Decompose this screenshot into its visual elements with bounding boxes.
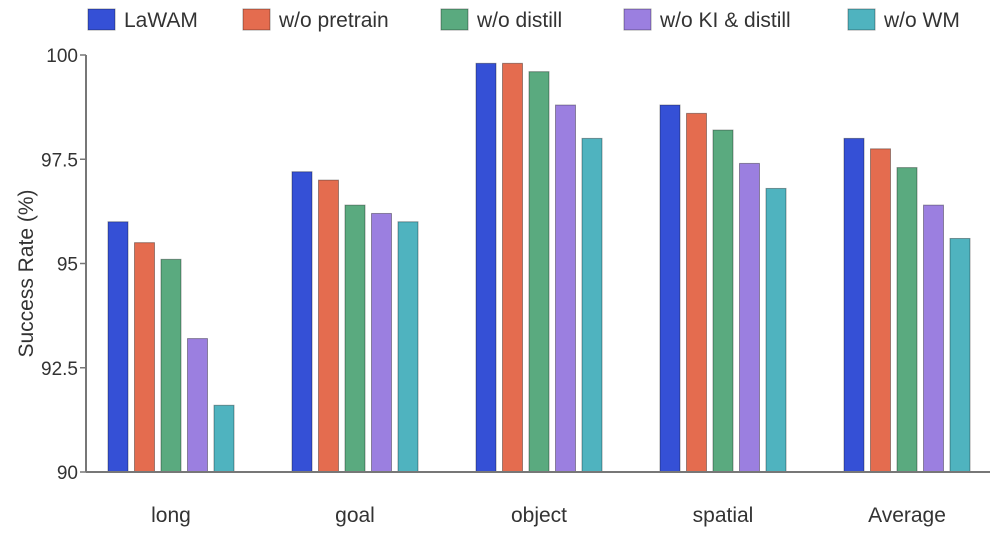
bar-long-w-o-wm (213, 404, 235, 473)
legend-label: w/o KI & distill (659, 9, 791, 32)
legend-item-w-o-ki-distill: w/o KI & distill (623, 8, 791, 32)
bar-goal-w-o-ki-distill (371, 212, 392, 473)
bar-object-w-o-wm (581, 137, 603, 473)
bar-average-lawam (843, 137, 865, 473)
bar-goal-w-o-distill (344, 204, 366, 473)
bar-spatial-w-o-wm (765, 187, 787, 473)
x-tick-label: long (151, 504, 191, 527)
bar-long-w-o-distill (160, 258, 182, 473)
y-axis: 90 92.5 95 97.5 100 Success Rate (%) (15, 46, 87, 484)
legend-item-w-o-wm: w/o WM (847, 8, 960, 32)
bar-group-spatial (659, 104, 787, 473)
bars (107, 62, 971, 473)
bar-goal-w-o-pretrain (318, 179, 339, 473)
y-tick-label: 92.5 (41, 359, 78, 380)
y-tick-label: 100 (46, 46, 78, 67)
bar-group-average (843, 137, 971, 473)
bar-spatial-w-o-pretrain (686, 112, 707, 473)
legend-label: w/o WM (883, 9, 960, 32)
bar-average-w-o-wm (949, 237, 971, 473)
bar-long-w-o-pretrain (134, 242, 155, 473)
bar-average-w-o-pretrain (870, 148, 891, 473)
y-tick-label: 97.5 (41, 150, 78, 171)
bar-spatial-lawam (659, 104, 681, 473)
bar-long-w-o-ki-distill (187, 338, 208, 473)
bar-group-long (107, 221, 235, 473)
x-tick-label: spatial (693, 504, 754, 527)
x-tick-label: object (511, 504, 567, 527)
legend-item-lawam: LaWAM (87, 8, 198, 32)
legend-swatch (242, 8, 271, 31)
bar-average-w-o-ki-distill (923, 204, 944, 473)
y-tick-label: 90 (57, 463, 78, 484)
legend-item-w-o-pretrain: w/o pretrain (242, 8, 389, 32)
bar-goal-lawam (291, 171, 313, 473)
bar-goal-w-o-wm (397, 221, 419, 473)
legend-swatch (847, 8, 876, 31)
bar-average-w-o-distill (896, 167, 918, 473)
bar-object-w-o-ki-distill (555, 104, 576, 473)
y-axis-title: Success Rate (%) (15, 189, 38, 357)
bar-long-lawam (107, 221, 129, 473)
x-axis: long goal object spatial Average (86, 471, 990, 527)
legend-swatch (440, 8, 469, 31)
bar-spatial-w-o-distill (712, 129, 734, 473)
legend-swatch (87, 8, 116, 31)
legend-label: w/o pretrain (278, 9, 389, 32)
x-tick-label: goal (335, 504, 375, 527)
x-tick-label: Average (868, 504, 946, 527)
bar-object-w-o-distill (528, 71, 550, 473)
bar-group-goal (291, 171, 419, 473)
legend-item-w-o-distill: w/o distill (440, 8, 562, 32)
legend-swatch (623, 8, 652, 31)
bar-object-w-o-pretrain (502, 62, 523, 473)
legend-label: w/o distill (476, 9, 562, 32)
legend-label: LaWAM (124, 9, 198, 32)
y-tick-label: 95 (57, 255, 78, 276)
bar-spatial-w-o-ki-distill (739, 162, 760, 473)
bar-group-object (475, 62, 603, 473)
legend: LaWAM w/o pretrain w/o distill w/o KI & dis… (87, 8, 960, 32)
bar-object-lawam (475, 62, 497, 473)
